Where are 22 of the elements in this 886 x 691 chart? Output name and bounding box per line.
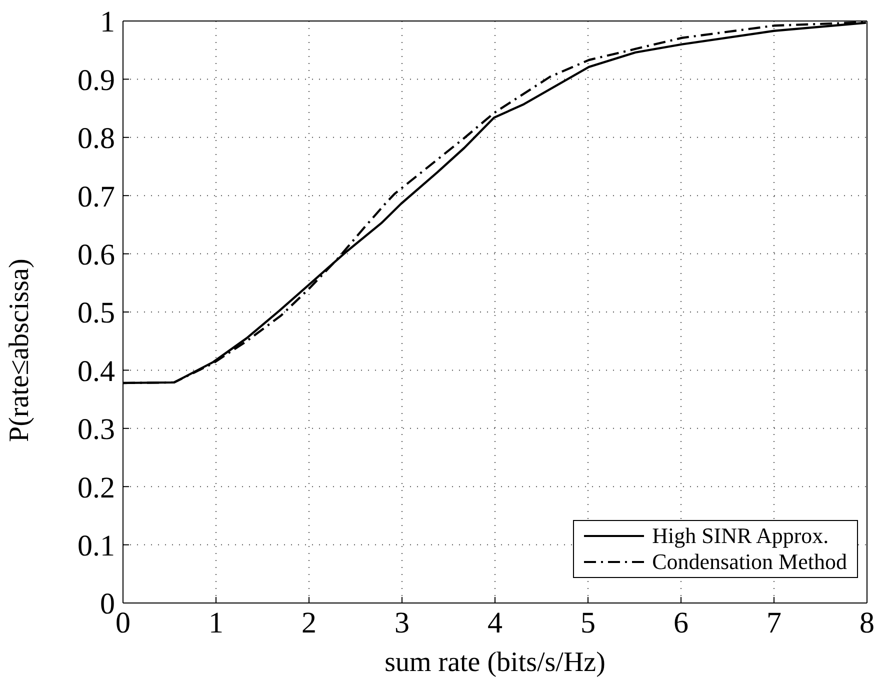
y-tick-label: 0.3	[78, 413, 115, 446]
y-tick-label: 0.6	[78, 238, 115, 272]
x-tick-label: 1	[208, 606, 224, 640]
x-tick-label: 7	[766, 606, 782, 640]
y-tick-label: 0.1	[78, 529, 115, 562]
y-axis-title: P(rate≤abscissa)	[4, 258, 35, 442]
y-tick-label: 0.7	[78, 180, 115, 214]
x-tick-label: 4	[488, 606, 502, 640]
x-tick-label: 3	[394, 606, 410, 640]
x-axis-title: sum rate (bits/s/Hz)	[384, 647, 606, 678]
x-tick-label: 6	[674, 606, 688, 640]
legend-label: High SINR Approx.	[652, 523, 829, 549]
x-tick-label: 8	[860, 606, 874, 640]
y-tick-label: 0.8	[78, 122, 115, 156]
y-tick-label: 1	[100, 6, 115, 39]
x-tick-label: 5	[580, 606, 596, 640]
y-tick-label: 0.5	[78, 296, 115, 330]
legend-label: Condensation Method	[652, 549, 847, 575]
y-tick-label: 0.2	[78, 471, 115, 504]
x-tick-label: 2	[302, 606, 316, 640]
y-tick-label: 0.9	[78, 64, 115, 97]
y-tick-label: 0.4	[78, 354, 115, 388]
